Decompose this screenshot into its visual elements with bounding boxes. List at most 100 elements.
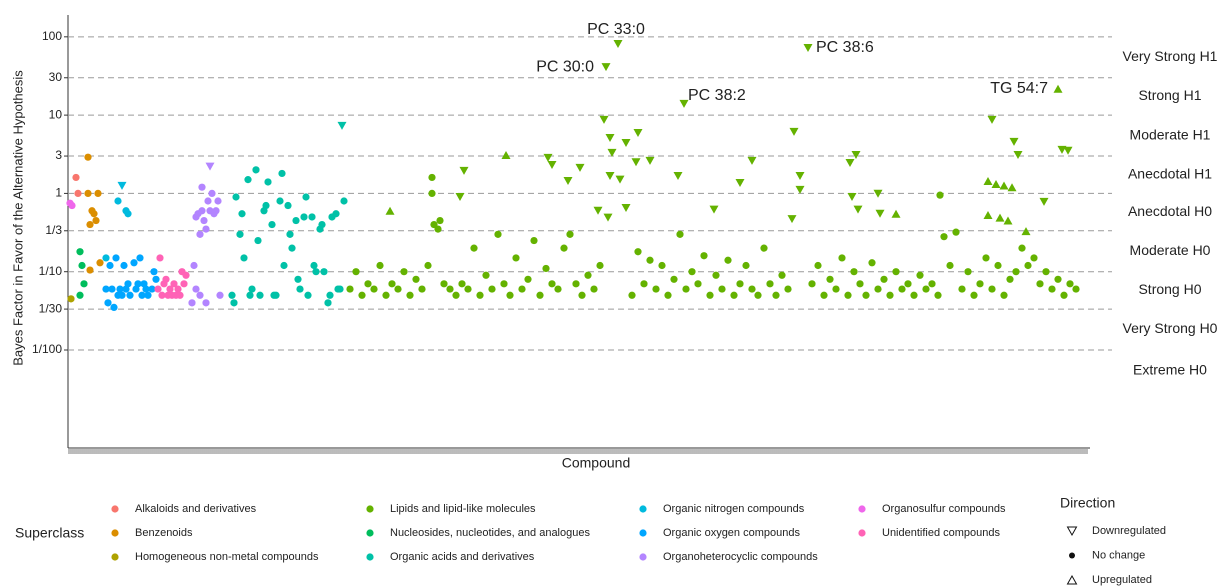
point bbox=[90, 210, 98, 218]
point bbox=[621, 204, 631, 213]
point bbox=[904, 280, 912, 288]
band-label: Strong H1 bbox=[1138, 87, 1201, 103]
point bbox=[1054, 275, 1062, 283]
point bbox=[554, 285, 562, 293]
point bbox=[838, 254, 846, 262]
point bbox=[216, 291, 224, 299]
point bbox=[120, 261, 128, 270]
point bbox=[304, 291, 312, 299]
point bbox=[67, 295, 75, 303]
point bbox=[646, 256, 654, 264]
point bbox=[228, 291, 236, 299]
point bbox=[192, 285, 200, 293]
point bbox=[196, 230, 204, 238]
point bbox=[494, 230, 502, 238]
point bbox=[86, 266, 94, 274]
point bbox=[645, 156, 655, 165]
point bbox=[991, 179, 1001, 188]
point bbox=[789, 127, 799, 136]
point bbox=[110, 303, 118, 311]
y-tick-label: 1/30 bbox=[39, 301, 63, 315]
point bbox=[928, 280, 936, 288]
point bbox=[730, 291, 738, 299]
point bbox=[122, 285, 130, 293]
point bbox=[778, 271, 786, 279]
point bbox=[628, 291, 636, 299]
point bbox=[78, 261, 86, 270]
legend-swatch bbox=[639, 505, 647, 513]
point bbox=[76, 291, 84, 299]
point bbox=[795, 185, 805, 194]
point bbox=[346, 285, 354, 293]
point bbox=[276, 197, 284, 205]
point bbox=[1072, 285, 1080, 293]
point bbox=[748, 285, 756, 293]
point bbox=[724, 256, 732, 264]
point bbox=[244, 176, 252, 184]
point bbox=[452, 291, 460, 299]
point bbox=[230, 299, 238, 307]
legend-label: Organic acids and derivatives bbox=[390, 551, 535, 563]
point bbox=[256, 291, 264, 299]
y-tick-label: 1/3 bbox=[45, 223, 62, 237]
point bbox=[766, 280, 774, 288]
point bbox=[700, 252, 708, 260]
point bbox=[983, 210, 993, 219]
point bbox=[320, 268, 328, 276]
point bbox=[560, 244, 568, 252]
point bbox=[640, 280, 648, 288]
point bbox=[170, 280, 178, 288]
point bbox=[188, 299, 196, 307]
point bbox=[922, 285, 930, 293]
point bbox=[166, 285, 174, 293]
point bbox=[198, 183, 206, 191]
point bbox=[1039, 197, 1049, 206]
point bbox=[382, 291, 390, 299]
point bbox=[784, 285, 792, 293]
band-label: Moderate H1 bbox=[1130, 126, 1211, 142]
point bbox=[446, 285, 454, 293]
point bbox=[324, 299, 332, 307]
point bbox=[605, 134, 615, 143]
legend-swatch bbox=[366, 553, 374, 561]
point bbox=[326, 291, 334, 299]
point bbox=[1066, 280, 1074, 288]
point bbox=[976, 280, 984, 288]
point bbox=[412, 275, 420, 283]
point bbox=[436, 216, 444, 225]
point bbox=[631, 158, 641, 167]
point bbox=[946, 261, 954, 270]
point bbox=[254, 236, 262, 245]
point bbox=[652, 285, 660, 293]
annotation: PC 30:0 bbox=[536, 58, 594, 75]
point bbox=[158, 291, 166, 299]
point bbox=[964, 268, 972, 276]
point bbox=[607, 148, 617, 157]
point bbox=[406, 291, 414, 299]
legend-swatch bbox=[858, 505, 866, 513]
legend-swatch bbox=[366, 505, 374, 513]
direction-swatch bbox=[1069, 552, 1075, 559]
point bbox=[735, 178, 745, 187]
point bbox=[601, 63, 611, 72]
point bbox=[536, 291, 544, 299]
point bbox=[174, 285, 182, 293]
y-axis-title: Bayes Factor in Favor of the Alternative… bbox=[10, 70, 25, 366]
point bbox=[312, 268, 320, 276]
point bbox=[92, 216, 100, 225]
point bbox=[76, 248, 84, 256]
band-label: Very Strong H0 bbox=[1123, 320, 1218, 336]
point bbox=[262, 201, 270, 210]
point bbox=[1012, 268, 1020, 276]
point bbox=[679, 99, 689, 108]
legend-label: Nucleosides, nucleotides, and analogues bbox=[390, 527, 590, 539]
point bbox=[578, 291, 586, 299]
point bbox=[284, 201, 292, 210]
point bbox=[1003, 216, 1013, 225]
point bbox=[84, 189, 92, 198]
point bbox=[310, 261, 318, 270]
point bbox=[1048, 285, 1056, 293]
point bbox=[621, 139, 631, 148]
point bbox=[934, 291, 942, 299]
point bbox=[358, 291, 366, 299]
